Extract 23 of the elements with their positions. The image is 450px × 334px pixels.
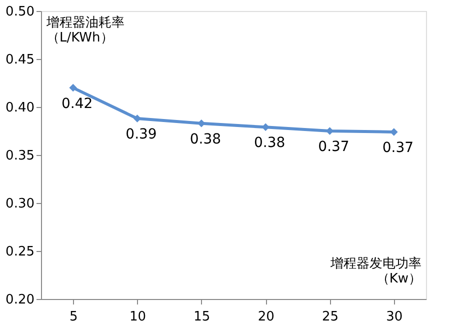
y-tick-label: 0.20 (6, 292, 34, 308)
y-axis-title: 增程器油耗率（L/KWh） (46, 14, 124, 46)
x-tick-label: 30 (386, 310, 403, 324)
data-label: 0.38 (190, 131, 222, 148)
y-tick-label: 0.35 (6, 148, 34, 164)
y-tick-label: 0.40 (6, 100, 34, 116)
y-tick-label: 0.25 (6, 244, 34, 260)
point (390, 128, 398, 136)
y-tick-label: 0.50 (6, 4, 34, 20)
x-tick-label: 5 (69, 310, 78, 324)
point (69, 84, 77, 92)
x-axis-title: 增程器发电功率（Kw） (330, 256, 422, 286)
x-tick-label: 15 (194, 310, 210, 324)
data-label: 0.37 (318, 139, 350, 155)
data-label: 0.37 (382, 140, 414, 156)
y-tick-label: 0.45 (6, 52, 34, 68)
data-label: 0.39 (126, 126, 157, 143)
y-tick-label: 0.30 (6, 196, 34, 212)
x-tick-label: 20 (258, 310, 274, 324)
data-label: 0.38 (254, 135, 286, 152)
x-tick-label: 10 (129, 310, 146, 324)
data-label: 0.42 (61, 96, 93, 112)
x-tick-label: 25 (322, 310, 339, 324)
